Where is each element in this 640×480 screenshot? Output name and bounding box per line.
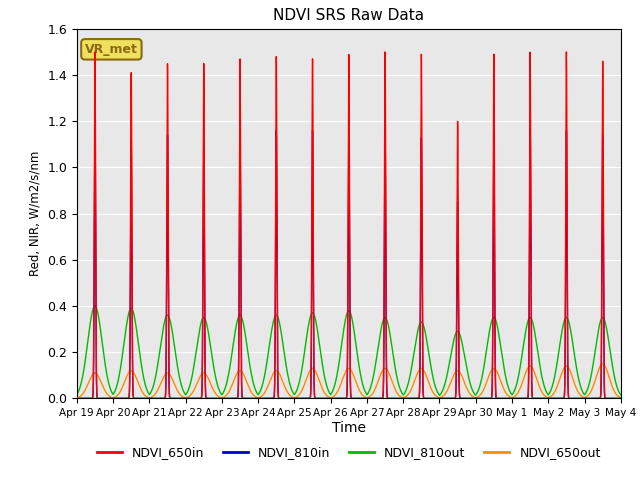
Title: NDVI SRS Raw Data: NDVI SRS Raw Data — [273, 9, 424, 24]
Y-axis label: Red, NIR, W/m2/s/nm: Red, NIR, W/m2/s/nm — [29, 151, 42, 276]
Text: VR_met: VR_met — [85, 43, 138, 56]
X-axis label: Time: Time — [332, 421, 366, 435]
Legend: NDVI_650in, NDVI_810in, NDVI_810out, NDVI_650out: NDVI_650in, NDVI_810in, NDVI_810out, NDV… — [92, 441, 605, 464]
